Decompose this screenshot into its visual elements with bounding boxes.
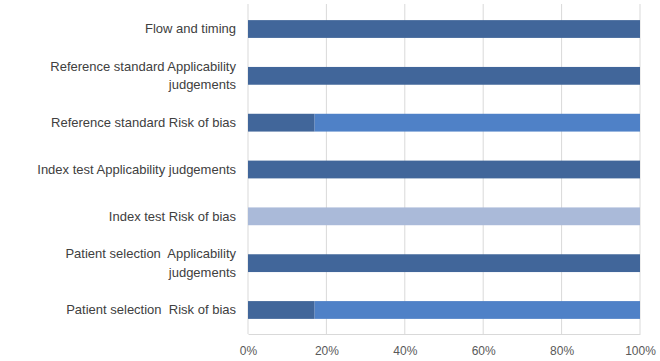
grid bbox=[248, 4, 640, 334]
series bbox=[248, 207, 640, 225]
label-line: Patient selection Applicability bbox=[65, 246, 236, 261]
bar bbox=[640, 161, 641, 179]
axis-line bbox=[249, 334, 641, 335]
bar bbox=[640, 67, 641, 85]
bar bbox=[640, 20, 641, 38]
tick-label: 20% bbox=[315, 344, 339, 358]
bar bbox=[248, 114, 315, 132]
category-label: Flow and timing bbox=[145, 21, 236, 36]
bar bbox=[315, 114, 640, 132]
bar bbox=[248, 20, 640, 38]
bar bbox=[248, 254, 640, 272]
tick-label: 40% bbox=[393, 344, 417, 358]
tick-label: 60% bbox=[472, 344, 496, 358]
series bbox=[248, 20, 640, 319]
tick: 60% bbox=[472, 334, 496, 358]
category-label: Index test Risk of bias bbox=[109, 208, 237, 223]
tick-label: 100% bbox=[625, 344, 656, 358]
bar bbox=[640, 20, 641, 38]
bars bbox=[248, 20, 640, 319]
tick: Reference standard Applicability judgemen… bbox=[50, 59, 248, 93]
label-line: Flow and timing bbox=[145, 21, 236, 36]
label-line: Index test Applicability judgements bbox=[37, 162, 236, 177]
bar bbox=[248, 207, 640, 225]
y-axis: Flow and timing Reference standard Applic… bbox=[37, 21, 248, 317]
label-line: Index test Risk of bias bbox=[109, 208, 237, 223]
tick: Flow and timing bbox=[145, 21, 248, 36]
bar bbox=[640, 301, 641, 319]
chart: 0% 20% 40% 60% 80% 100% Flow and timing Referen… bbox=[0, 0, 660, 361]
bar bbox=[248, 161, 640, 179]
category-label: Patient selection Applicability judgement… bbox=[65, 246, 236, 280]
tick: Index test Applicability judgements bbox=[37, 162, 248, 177]
bar bbox=[640, 114, 641, 132]
tick: 80% bbox=[550, 334, 574, 358]
category-label: Index test Applicability judgements bbox=[37, 162, 236, 177]
label-line: Patient selection Risk of bias bbox=[66, 302, 236, 317]
label-line: judgements bbox=[168, 265, 237, 280]
bar bbox=[640, 254, 641, 272]
label-line: judgements bbox=[168, 77, 237, 92]
tick: 0% bbox=[240, 334, 258, 358]
bar bbox=[248, 67, 640, 85]
label-line: Reference standard Risk of bias bbox=[51, 115, 236, 130]
category-label: Reference standard Applicability judgemen… bbox=[50, 59, 236, 93]
category-label: Reference standard Risk of bias bbox=[51, 115, 236, 130]
tick: Reference standard Risk of bias bbox=[51, 115, 248, 130]
bar bbox=[315, 301, 640, 319]
label-line: Reference standard Applicability bbox=[50, 59, 236, 74]
tick: 20% bbox=[315, 334, 339, 358]
tick: Patient selection Applicability judgement… bbox=[65, 246, 248, 280]
tick: Patient selection Risk of bias bbox=[66, 302, 248, 317]
tick-label: 0% bbox=[240, 344, 258, 358]
tick-label: 80% bbox=[550, 344, 574, 358]
x-axis: 0% 20% 40% 60% 80% 100% bbox=[240, 334, 656, 358]
bar bbox=[248, 301, 315, 319]
tick: 40% bbox=[393, 334, 417, 358]
bar bbox=[640, 67, 641, 85]
bar bbox=[640, 161, 641, 179]
bar bbox=[640, 254, 641, 272]
category-label: Patient selection Risk of bias bbox=[66, 302, 236, 317]
tick: 100% bbox=[625, 334, 656, 358]
tick: Index test Risk of bias bbox=[109, 208, 248, 223]
